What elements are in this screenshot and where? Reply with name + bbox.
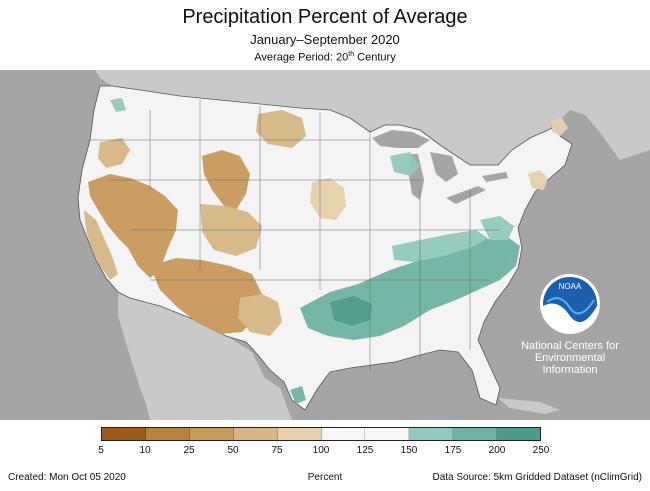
legend-tick-label: 10 — [139, 445, 151, 456]
noaa-block: NOAA National Centers for Environmental … — [515, 272, 625, 376]
mexico-landmass — [118, 290, 292, 420]
wet-region-tennessee — [392, 230, 488, 262]
lake-huron — [430, 152, 458, 182]
state-borders — [90, 100, 500, 370]
legend-swatch — [102, 428, 146, 440]
legend-label: Percent — [307, 472, 343, 483]
legend-swatch — [365, 428, 410, 440]
wet-regions — [110, 98, 520, 404]
dry-region-dakotas — [310, 178, 346, 220]
legend-tick-label: 100 — [312, 445, 330, 456]
dry-region-texas — [238, 294, 282, 336]
org-name: National Centers for Environmental Infor… — [515, 340, 625, 376]
legend-tick-label: 125 — [356, 445, 374, 456]
legend-swatch — [497, 428, 541, 440]
average-period-prefix: Average Period: 20 — [254, 51, 349, 64]
org-line-1: National Centers for — [521, 340, 619, 352]
lake-ontario — [482, 172, 508, 182]
dry-region-west — [88, 174, 178, 278]
lake-superior — [372, 130, 430, 148]
page-title: Precipitation Percent of Average — [182, 6, 468, 28]
wet-region-washington — [110, 98, 126, 112]
legend-tick-label: 175 — [444, 445, 462, 456]
wet-region-deep-south — [330, 296, 372, 326]
noaa-logo-icon: NOAA — [540, 274, 600, 334]
dry-region-california — [84, 210, 118, 280]
legend-swatch — [145, 428, 190, 440]
legend-swatch — [321, 428, 366, 440]
legend-tick-label: 75 — [271, 445, 283, 456]
legend-tick-label: 50 — [227, 445, 239, 456]
legend-swatch — [409, 428, 454, 440]
baja-landmass — [118, 295, 165, 420]
org-line-2: Environmental — [534, 352, 606, 364]
legend-swatch — [189, 428, 234, 440]
precipitation-map — [0, 70, 650, 420]
created-date: Created: Mon Oct 05 2020 — [8, 472, 126, 483]
average-period: Average Period: 20th Century — [0, 51, 650, 64]
dry-region-montana — [256, 110, 306, 148]
average-period-suffix: Century — [354, 51, 396, 64]
legend-tick-label: 150 — [400, 445, 418, 456]
page-subtitle: January–September 2020 — [250, 32, 400, 47]
dry-region-northwest — [98, 138, 130, 168]
legend-tick-label: 5 — [98, 445, 104, 456]
header: Precipitation Percent of Average January… — [0, 0, 650, 70]
legend-swatch — [277, 428, 322, 440]
wet-region-texas-coast — [290, 386, 306, 404]
org-line-3: Information — [542, 364, 598, 376]
wet-region-greatlakes — [390, 152, 420, 176]
legend-swatch — [233, 428, 278, 440]
dry-region-northeast — [528, 170, 548, 190]
dry-region-southwest — [150, 258, 262, 334]
svg-text:NOAA: NOAA — [559, 282, 582, 291]
legend-tick-label: 200 — [488, 445, 506, 456]
dry-regions — [84, 110, 568, 336]
wet-region-carolinas — [480, 216, 514, 240]
dry-region-newengland — [552, 118, 568, 136]
data-source: Data Source: 5km Gridded Dataset (nClimG… — [432, 472, 642, 483]
canada-landmass — [95, 70, 650, 165]
legend-ticks: 5 10 25 50 75 100 125 150 175 200 250 — [98, 445, 549, 459]
lake-erie — [446, 186, 486, 204]
legend-tick-label: 25 — [183, 445, 195, 456]
color-legend — [101, 427, 541, 441]
average-period-sup: th — [348, 51, 355, 58]
legend-swatch — [453, 428, 498, 440]
legend-tick-label: 250 — [532, 445, 550, 456]
cuba-landmass — [498, 398, 560, 414]
